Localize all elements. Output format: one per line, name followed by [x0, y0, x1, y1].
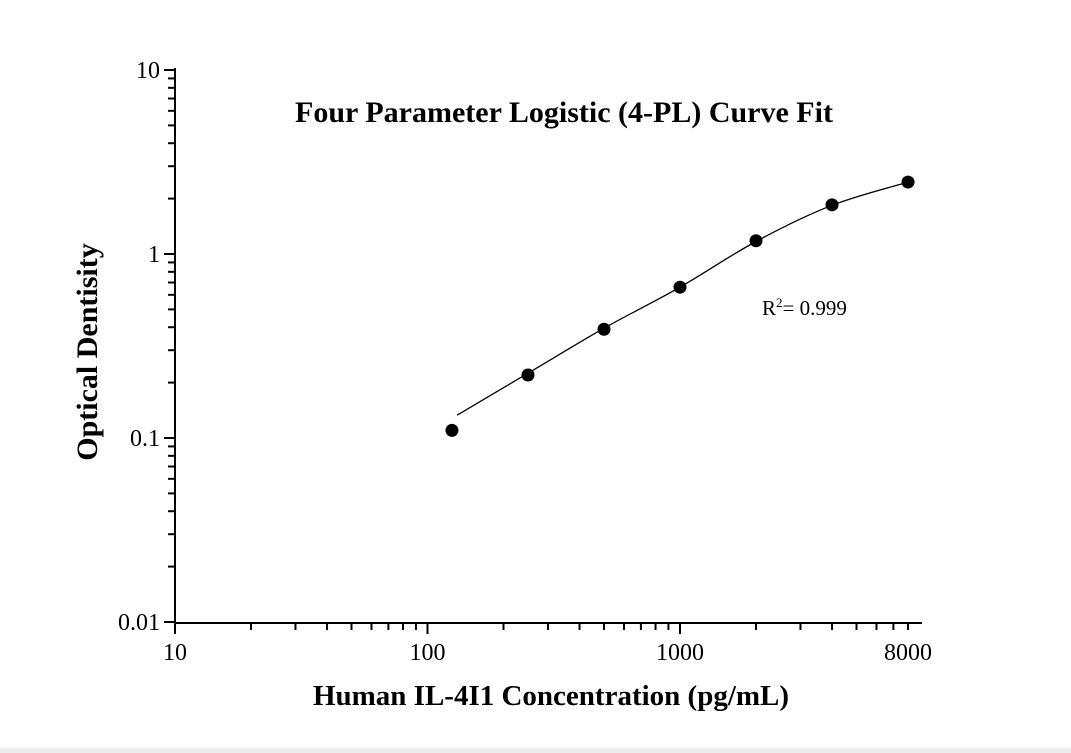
x-tick-label: 100	[410, 640, 446, 666]
window-bottom-strip	[0, 748, 1071, 753]
data-point	[445, 423, 459, 437]
r-squared-annotation: R2= 0.999	[762, 295, 847, 321]
r-squared-value: = 0.999	[782, 296, 847, 320]
x-tick-label: 10	[163, 640, 187, 666]
x-axis-title: Human IL-4I1 Concentration (pg/mL)	[312, 680, 790, 712]
y-axis-title: Optical Dentisity	[71, 243, 104, 461]
x-tick-label: 8000	[884, 640, 932, 666]
y-tick-label: 0.01	[118, 610, 160, 636]
chart-title: Four Parameter Logistic (4-PL) Curve Fit	[295, 96, 833, 129]
data-point	[901, 175, 915, 189]
r-squared-base: R	[762, 296, 777, 320]
y-tick-label: 0.1	[130, 426, 160, 452]
data-point	[673, 280, 687, 294]
y-tick-label: 10	[136, 58, 160, 84]
r-squared-superscript: 2	[776, 295, 783, 310]
data-point	[521, 368, 535, 382]
data-point	[597, 322, 611, 336]
y-tick-label: 1	[148, 242, 160, 268]
data-point	[825, 198, 839, 212]
data-point	[749, 234, 763, 248]
x-tick-label: 1000	[656, 640, 704, 666]
